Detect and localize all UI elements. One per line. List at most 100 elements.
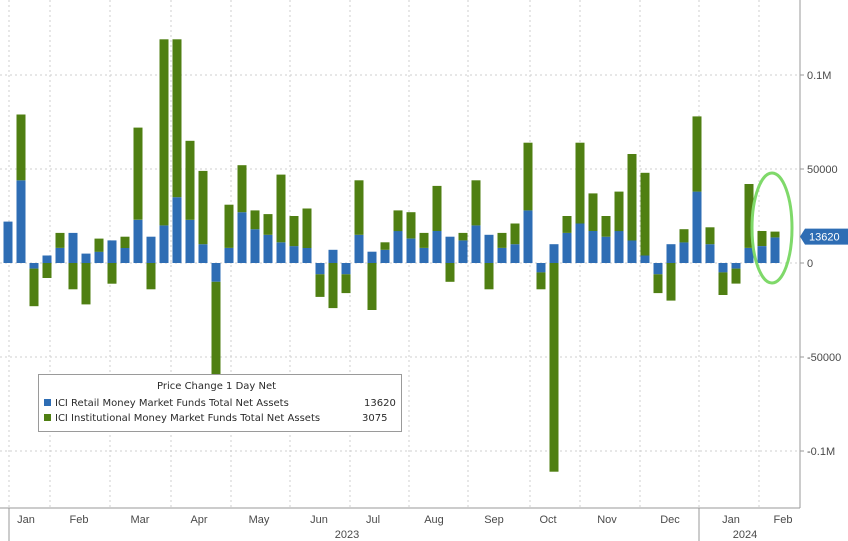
bar-retail-59 [770,237,780,263]
bar-retail-24 [315,263,325,275]
bar-institutional-26 [341,274,351,294]
x-month-label-5: Jun [310,514,328,526]
bar-retail-20 [263,234,273,263]
bar-institutional-59 [770,231,780,238]
bar-institutional-38 [497,232,507,248]
legend-label-institutional: ICI Institutional Money Market Funds Tot… [55,413,321,424]
bar-institutional-47 [614,191,624,232]
bar-retail-52 [679,242,689,263]
last-value-tag [800,228,848,245]
bar-institutional-11 [146,263,156,290]
x-month-label-11: Dec [660,514,680,526]
bar-institutional-43 [562,216,572,233]
bar-retail-49 [640,255,650,263]
bar-institutional-27 [354,180,364,235]
bar-retail-23 [302,248,312,263]
bar-retail-4 [55,248,65,263]
x-month-label-12: Jan [722,514,740,526]
bar-institutional-23 [302,208,312,248]
bar-retail-21 [276,242,286,263]
bar-institutional-2 [29,268,39,307]
bar-institutional-18 [237,165,247,213]
bar-retail-47 [614,231,624,263]
bar-institutional-8 [107,263,117,284]
legend-entry-institutional: ICI Institutional Money Market Funds Tot… [44,412,387,425]
legend-label-retail: ICI Retail Money Market Funds Total Net … [55,398,289,409]
bar-institutional-16 [211,281,221,384]
bar-institutional-35 [458,232,468,241]
bar-institutional-22 [289,216,299,247]
bar-institutional-56 [731,268,741,284]
x-year-label-1: 2024 [733,529,757,541]
bars [3,39,780,472]
bar-retail-50 [653,263,663,275]
bar-institutional-29 [380,242,390,250]
bar-retail-58 [757,246,767,263]
bar-retail-3 [42,255,52,263]
x-year-label-0: 2023 [335,529,359,541]
bar-retail-40 [523,210,533,263]
bar-institutional-19 [250,210,260,230]
bar-institutional-36 [471,180,481,226]
x-month-label-2: Mar [131,514,150,526]
y-tick-label-0: 0.1M [807,70,831,82]
bar-retail-38 [497,248,507,263]
bar-retail-39 [510,244,520,263]
bar-retail-10 [133,219,143,263]
bar-retail-7 [94,251,104,263]
bar-retail-36 [471,225,481,263]
bar-retail-44 [575,223,585,263]
bar-institutional-33 [432,185,442,231]
bar-institutional-21 [276,174,286,243]
bar-retail-37 [484,234,494,263]
y-tick-label-4: -0.1M [807,446,835,458]
legend-value-institutional: 3075 [362,413,388,424]
bar-institutional-55 [718,272,728,295]
bar-retail-54 [705,244,715,263]
bar-retail-43 [562,232,572,263]
x-month-label-1: Feb [70,514,89,526]
bar-institutional-39 [510,223,520,245]
bar-retail-5 [68,232,78,263]
bar-retail-17 [224,248,234,263]
bar-institutional-48 [627,154,637,241]
bar-institutional-32 [419,232,429,248]
legend-swatch-institutional [44,414,51,421]
x-month-label-10: Nov [597,514,617,526]
bar-retail-25 [328,249,338,263]
bar-institutional-50 [653,274,663,294]
bar-institutional-30 [393,210,403,232]
x-month-label-3: Apr [190,514,207,526]
bar-institutional-37 [484,263,494,290]
bar-institutional-20 [263,214,273,235]
bar-retail-26 [341,263,351,275]
bar-retail-27 [354,234,364,263]
bar-institutional-25 [328,263,338,309]
bar-institutional-54 [705,227,715,245]
x-month-label-9: Oct [539,514,556,526]
x-month-label-13: Feb [774,514,793,526]
bar-institutional-40 [523,142,533,211]
bar-institutional-1 [16,114,26,181]
bar-institutional-28 [367,263,377,310]
bar-institutional-31 [406,212,416,239]
bar-retail-33 [432,231,442,263]
x-month-label-0: Jan [17,514,35,526]
bar-institutional-44 [575,142,585,224]
bar-retail-42 [549,244,559,263]
bar-institutional-15 [198,170,208,245]
x-month-label-7: Aug [424,514,444,526]
bar-institutional-52 [679,229,689,243]
x-month-label-4: May [249,514,270,526]
bar-retail-35 [458,240,468,263]
bar-institutional-57 [744,184,754,248]
bar-retail-51 [666,244,676,263]
bar-retail-29 [380,249,390,263]
legend-title: Price Change 1 Day Net [157,381,277,392]
bar-retail-57 [744,248,754,263]
bar-institutional-49 [640,172,650,256]
bar-retail-8 [107,240,117,263]
bar-institutional-53 [692,116,702,192]
bar-retail-32 [419,248,429,263]
